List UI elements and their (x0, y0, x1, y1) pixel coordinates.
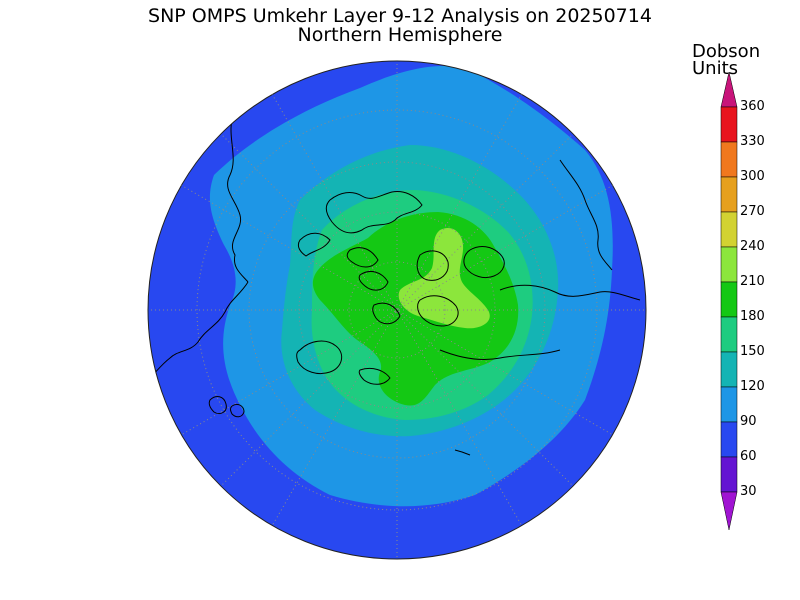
colorbar-tick-label: 180 (740, 309, 765, 324)
coastline (325, 191, 423, 234)
map-title: SNP OMPS Umkehr Layer 9-12 Analysis on 2… (148, 5, 652, 27)
colorbar-segment (720, 106, 738, 143)
coastline (358, 367, 391, 385)
coastline (559, 159, 613, 271)
coastline (296, 340, 343, 375)
colorbar-tick-label: 90 (740, 414, 757, 429)
colorbar-segment (720, 141, 738, 178)
graticule (148, 61, 646, 559)
colorbar-tick-label: 120 (740, 379, 765, 394)
coastline (499, 284, 641, 301)
colorbar-tick-label: 300 (740, 169, 765, 184)
latitude-circle (348, 261, 446, 359)
colorbar-segment (720, 211, 738, 248)
colorbar-bottom-arrow (720, 491, 738, 531)
map-subtitle: Northern Hemisphere (297, 24, 503, 46)
colorbar-tick-label: 60 (740, 449, 757, 464)
coastline (372, 302, 401, 325)
coastline (417, 295, 459, 327)
colorbar-tick-label: 210 (740, 274, 765, 289)
colorbar-segment (720, 176, 738, 213)
coastlines (149, 117, 641, 456)
coastline (297, 232, 331, 257)
colorbar-units-label: Units (692, 58, 739, 79)
latitude-circle (196, 109, 598, 511)
colorbar-tick-label: 30 (740, 484, 757, 499)
colorbar-segment (720, 246, 738, 283)
colorbar-tick-label: 360 (740, 99, 765, 114)
field-level-210 (398, 227, 490, 329)
colorbar-segment (720, 351, 738, 388)
coastline (149, 281, 249, 379)
colorbar-tick-label: 150 (740, 344, 765, 359)
coastline (208, 396, 227, 415)
coastline (358, 271, 389, 291)
colorbar (720, 71, 738, 531)
colorbar-segment (720, 421, 738, 458)
coastline (439, 349, 561, 361)
coastline (463, 246, 505, 279)
colorbar-segment (720, 386, 738, 423)
colorbar-tick-label: 330 (740, 134, 765, 149)
coastline (230, 403, 245, 418)
coastline (346, 247, 379, 268)
colorbar-segment (720, 281, 738, 318)
coastline (416, 250, 449, 281)
colorbar-units-label: Dobson (692, 41, 761, 62)
coastline (454, 449, 471, 456)
colorbar-tick-label: 240 (740, 239, 765, 254)
latitude-circle (248, 161, 546, 459)
colorbar-segment (720, 456, 738, 493)
coastline (227, 117, 249, 283)
colorbar-segment (720, 316, 738, 353)
colorbar-tick-label: 270 (740, 204, 765, 219)
